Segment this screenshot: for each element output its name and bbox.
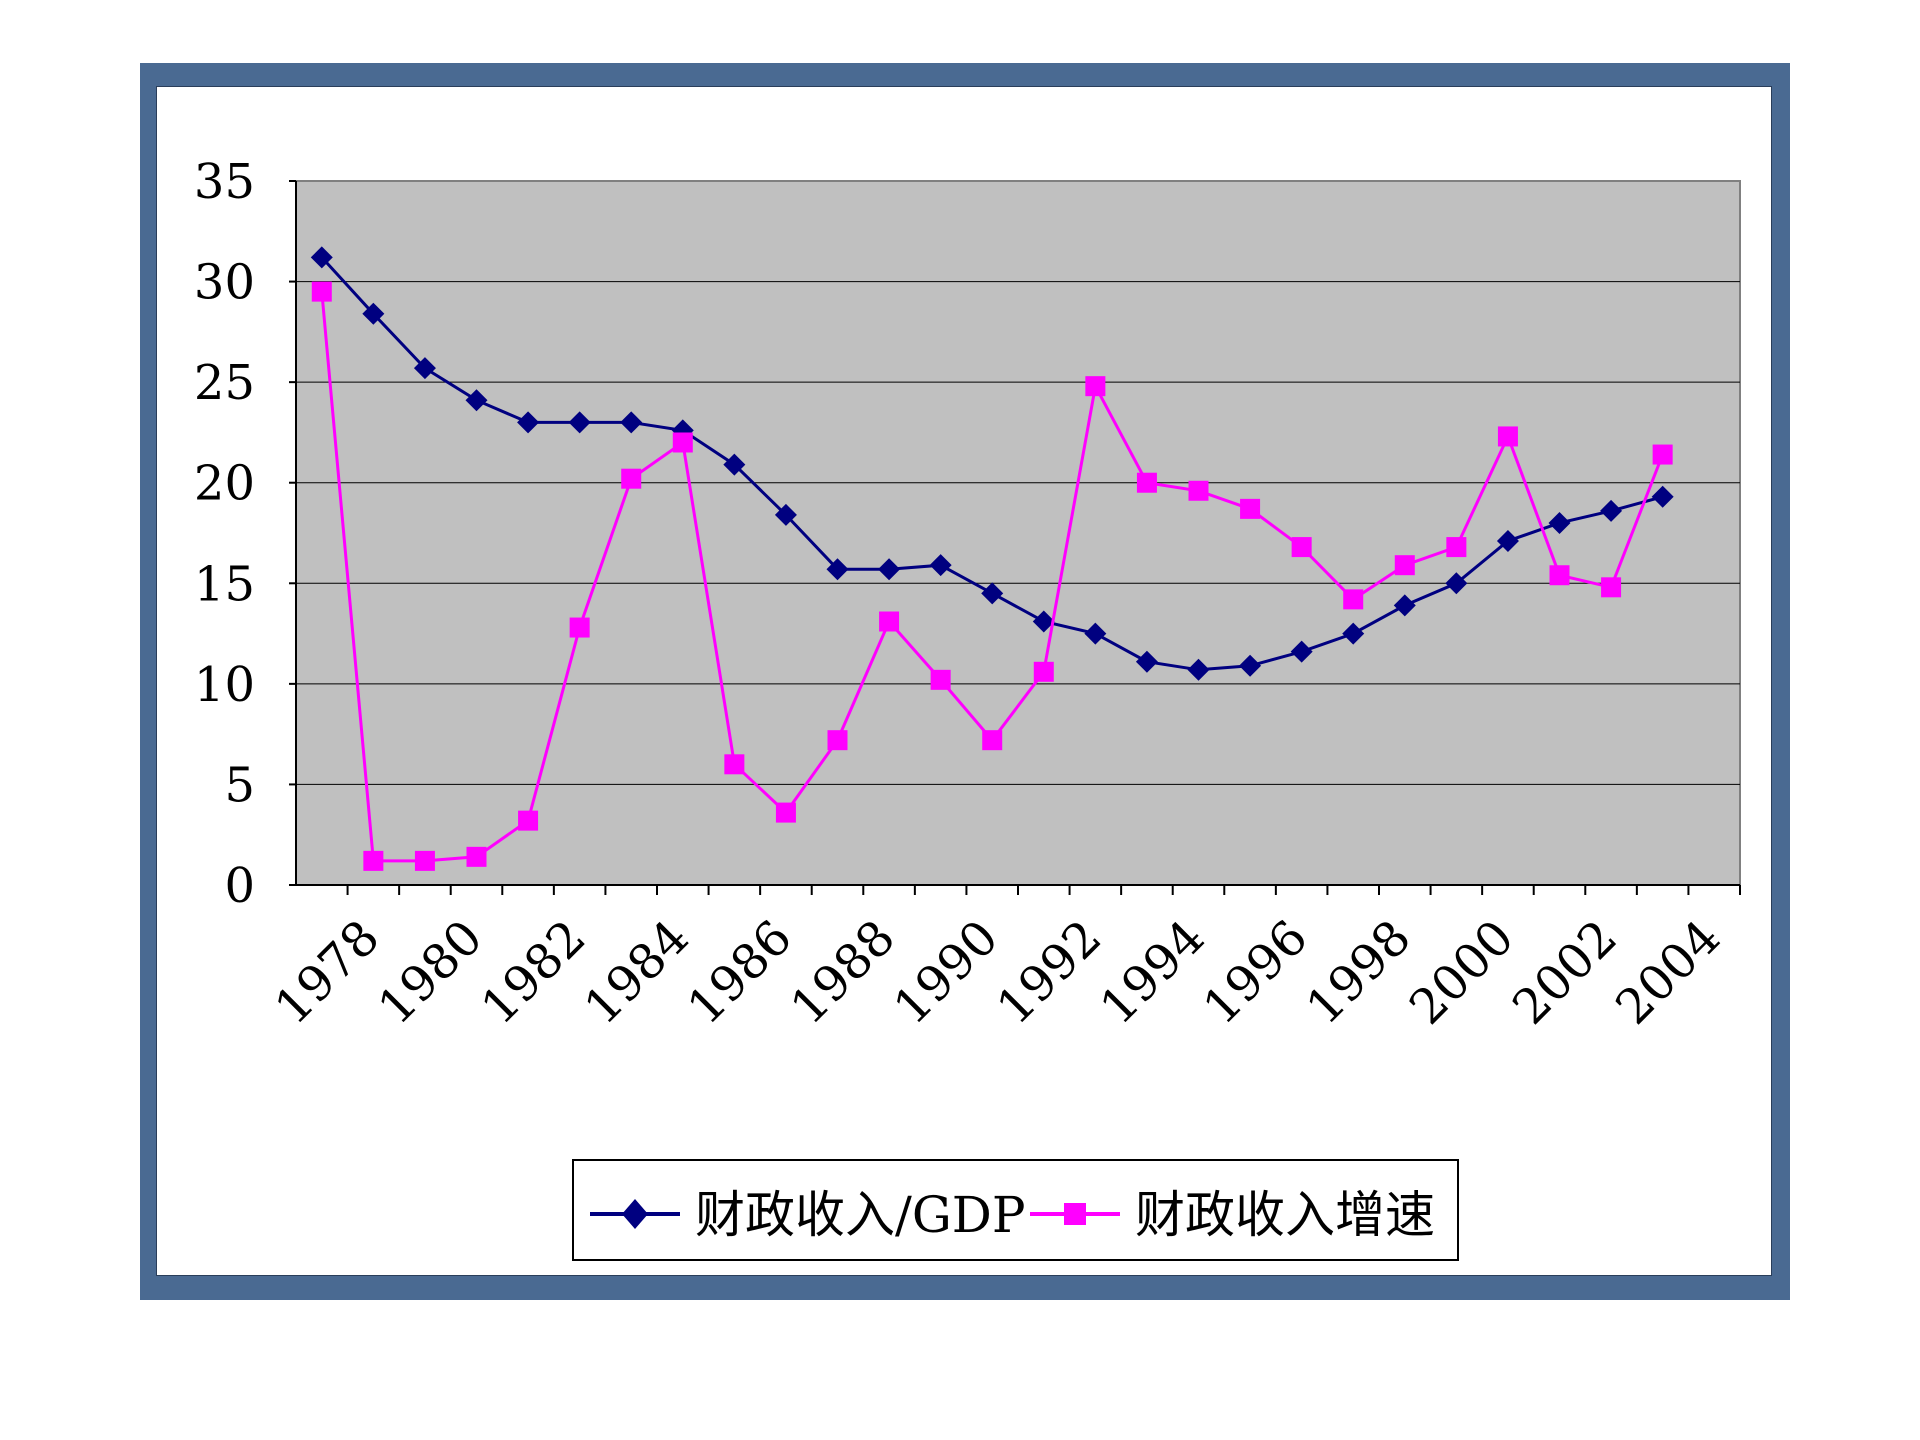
- series-2-point-1998: [1343, 589, 1364, 610]
- series-2-point-1984: [621, 468, 642, 489]
- y-tick-label-5: 5: [224, 757, 255, 813]
- series-1-point-2003: [1600, 499, 1623, 522]
- series-2-point-1991: [982, 730, 1003, 751]
- x-tick-label-2002: 2002: [1502, 910, 1628, 1036]
- x-axis-tick-labels: 1978198019821984198619881990199219941996…: [264, 910, 1731, 1036]
- series-2-point-1980: [414, 850, 435, 871]
- legend-marker-series-2: [1064, 1203, 1086, 1225]
- series-1-point-1978: [310, 246, 333, 269]
- series-1-point-2004: [1651, 485, 1674, 508]
- series-2-point-2003: [1601, 577, 1622, 598]
- y-tick-label-10: 10: [194, 657, 255, 713]
- x-tick-label-1978: 1978: [264, 910, 390, 1036]
- series-2-point-1990: [930, 669, 951, 690]
- x-tick-label-1986: 1986: [677, 910, 803, 1036]
- series-1-point-1980: [413, 357, 436, 380]
- series-2-point-1983: [569, 617, 590, 638]
- x-tick-label-1998: 1998: [1296, 910, 1422, 1036]
- legend-label-series-1: 财政收入/GDP: [695, 1186, 1026, 1244]
- x-tick-label-1992: 1992: [986, 910, 1112, 1036]
- series-2-point-1982: [518, 810, 539, 831]
- series-1-point-1984: [620, 411, 643, 434]
- series-1-point-1979: [362, 302, 385, 325]
- series-2-point-1997: [1291, 537, 1312, 558]
- series-1-point-1986: [723, 453, 746, 476]
- x-tick-label-2004: 2004: [1605, 910, 1731, 1036]
- series-1-point-1982: [517, 411, 540, 434]
- y-tick-label-25: 25: [194, 355, 255, 411]
- series-1-point-1981: [465, 389, 488, 412]
- series-1-point-1987: [774, 503, 797, 526]
- series-lines: [310, 246, 1674, 871]
- series-1-point-2001: [1496, 530, 1519, 553]
- series-2-point-2000: [1446, 537, 1467, 558]
- series-2-point-2004: [1652, 444, 1673, 465]
- series-2-point-2002: [1549, 565, 1570, 586]
- series-2-point-1989: [879, 611, 900, 632]
- legend: 财政收入/GDP 财政收入增速: [572, 1159, 1459, 1261]
- y-tick-label-35: 35: [194, 154, 255, 210]
- series-1-point-1988: [826, 558, 849, 581]
- series-2-point-1988: [827, 730, 848, 751]
- x-tick-label-1982: 1982: [471, 910, 597, 1036]
- series-1-point-1997: [1290, 640, 1313, 663]
- series-2-point-1987: [775, 802, 796, 823]
- x-tick-label-2000: 2000: [1399, 910, 1525, 1036]
- series-2-point-1999: [1394, 555, 1415, 576]
- y-tick-label-20: 20: [194, 456, 255, 512]
- series-2-point-1992: [1033, 661, 1054, 682]
- x-tick-label-1988: 1988: [780, 910, 906, 1036]
- legend-label-series-2: 财政收入增速: [1135, 1186, 1435, 1244]
- series-1-point-1990: [929, 554, 952, 577]
- series-2-point-2001: [1497, 426, 1518, 447]
- series-2-point-1994: [1136, 472, 1157, 493]
- series-2-point-1986: [724, 754, 745, 775]
- series-1-point-1993: [1084, 622, 1107, 645]
- y-tick-label-15: 15: [194, 556, 255, 612]
- series-1-point-1999: [1393, 594, 1416, 617]
- series-1-point-2000: [1445, 572, 1468, 595]
- series-1-point-1992: [1032, 610, 1055, 633]
- series-2-point-1985: [672, 432, 693, 453]
- series-2-point-1981: [466, 846, 487, 867]
- x-tick-label-1994: 1994: [1089, 910, 1215, 1036]
- x-tick-label-1984: 1984: [574, 910, 700, 1036]
- x-tick-label-1990: 1990: [883, 910, 1009, 1036]
- y-tick-label-30: 30: [194, 255, 255, 311]
- plot-area: [295, 180, 1741, 886]
- series-2-point-1995: [1188, 480, 1209, 501]
- x-tick-label-1980: 1980: [367, 910, 493, 1036]
- series-2-point-1978: [311, 281, 332, 302]
- series-2-point-1993: [1085, 376, 1106, 397]
- series-1-point-2002: [1548, 511, 1571, 534]
- y-tick-label-0: 0: [224, 858, 255, 914]
- series-2-point-1979: [363, 850, 384, 871]
- legend-box: [572, 1159, 1459, 1261]
- series-1-point-1989: [878, 558, 901, 581]
- series-1-point-1998: [1342, 622, 1365, 645]
- series-1-point-1996: [1239, 654, 1262, 677]
- x-tick-label-1996: 1996: [1193, 910, 1319, 1036]
- legend-marker-series-1: [622, 1199, 648, 1229]
- series-1-point-1991: [981, 582, 1004, 605]
- axes: [289, 180, 1741, 895]
- series-1-point-1994: [1135, 650, 1158, 673]
- series-1-point-1995: [1187, 658, 1210, 681]
- series-1-point-1983: [568, 411, 591, 434]
- y-axis-tick-labels: 0 5 10 15 20 25 30 35: [194, 154, 255, 914]
- grid-lines: [296, 281, 1740, 785]
- series-2-point-1996: [1240, 498, 1261, 519]
